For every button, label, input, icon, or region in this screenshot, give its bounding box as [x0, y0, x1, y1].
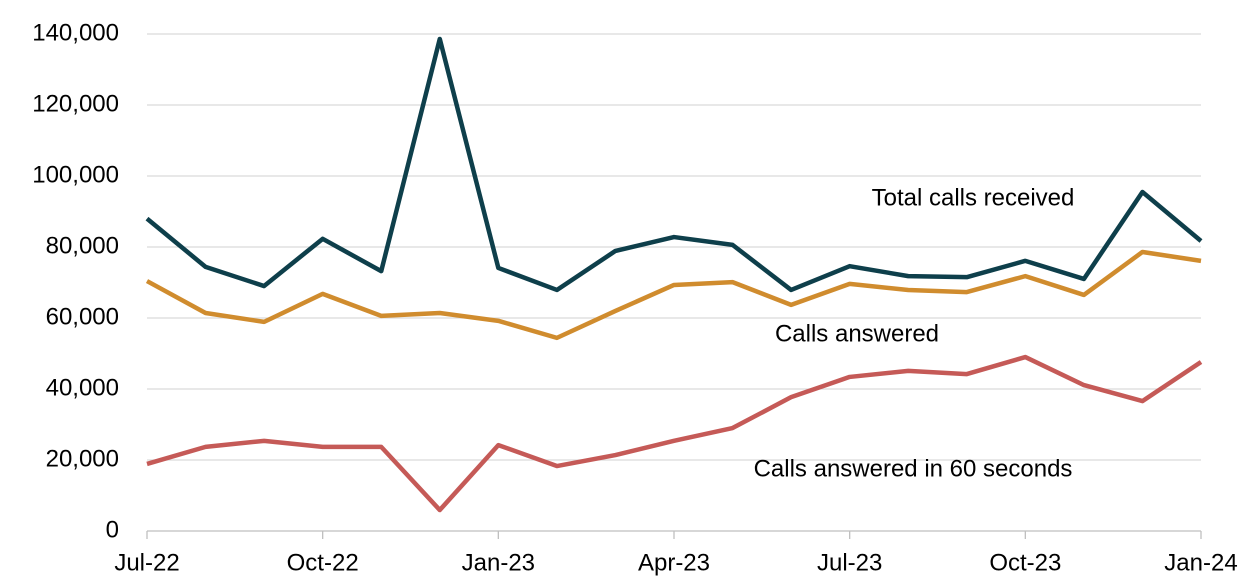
y-tick-label: 140,000: [32, 19, 119, 46]
x-tick-label: Oct-23: [989, 549, 1061, 576]
x-tick-label: Jan-23: [462, 549, 535, 576]
x-tick-label: Oct-22: [287, 549, 359, 576]
line-series: [145, 36, 1203, 293]
y-tick-label: 0: [106, 516, 119, 543]
y-tick-label: 40,000: [46, 374, 119, 401]
x-tick-label: Apr-23: [638, 549, 710, 576]
x-tick-label: Jul-22: [114, 549, 179, 576]
line-series: [145, 249, 1202, 341]
series-label: Calls answered in 60 seconds: [754, 455, 1073, 482]
series-label: Calls answered: [775, 320, 939, 347]
y-tick-label: 120,000: [32, 90, 119, 117]
y-tick-label: 80,000: [46, 232, 119, 259]
y-tick-label: 100,000: [32, 161, 119, 188]
series-label: Total calls received: [872, 184, 1075, 211]
x-tick-label: Jan-24: [1164, 549, 1237, 576]
y-tick-label: 60,000: [46, 303, 119, 330]
line-series: [146, 354, 1203, 513]
y-tick-label: 20,000: [46, 445, 119, 472]
x-tick-label: Jul-23: [817, 549, 882, 576]
